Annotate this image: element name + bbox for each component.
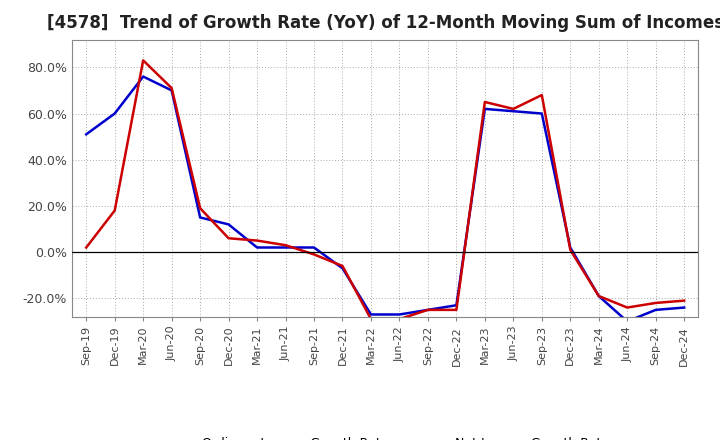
Ordinary Income Growth Rate: [423, 307, 432, 312]
Ordinary Income Growth Rate: [82, 132, 91, 137]
Net Income Growth Rate: [595, 293, 603, 299]
Ordinary Income Growth Rate: [253, 245, 261, 250]
Ordinary Income Growth Rate: [366, 312, 375, 317]
Net Income Growth Rate: [282, 242, 290, 248]
Title: [4578]  Trend of Growth Rate (YoY) of 12-Month Moving Sum of Incomes: [4578] Trend of Growth Rate (YoY) of 12-…: [47, 15, 720, 33]
Net Income Growth Rate: [253, 238, 261, 243]
Net Income Growth Rate: [366, 316, 375, 322]
Net Income Growth Rate: [310, 252, 318, 257]
Ordinary Income Growth Rate: [310, 245, 318, 250]
Line: Net Income Growth Rate: Net Income Growth Rate: [86, 60, 684, 319]
Net Income Growth Rate: [509, 106, 518, 111]
Net Income Growth Rate: [423, 307, 432, 312]
Ordinary Income Growth Rate: [623, 319, 631, 324]
Ordinary Income Growth Rate: [509, 109, 518, 114]
Ordinary Income Growth Rate: [452, 303, 461, 308]
Ordinary Income Growth Rate: [537, 111, 546, 116]
Ordinary Income Growth Rate: [566, 245, 575, 250]
Ordinary Income Growth Rate: [196, 215, 204, 220]
Net Income Growth Rate: [652, 300, 660, 305]
Ordinary Income Growth Rate: [595, 293, 603, 299]
Net Income Growth Rate: [225, 235, 233, 241]
Net Income Growth Rate: [167, 85, 176, 91]
Ordinary Income Growth Rate: [338, 266, 347, 271]
Net Income Growth Rate: [196, 205, 204, 211]
Net Income Growth Rate: [623, 305, 631, 310]
Line: Ordinary Income Growth Rate: Ordinary Income Growth Rate: [86, 77, 684, 321]
Net Income Growth Rate: [452, 307, 461, 312]
Legend: Ordinary Income Growth Rate, Net Income Growth Rate: Ordinary Income Growth Rate, Net Income …: [156, 432, 614, 440]
Ordinary Income Growth Rate: [225, 222, 233, 227]
Ordinary Income Growth Rate: [139, 74, 148, 79]
Ordinary Income Growth Rate: [480, 106, 489, 111]
Net Income Growth Rate: [82, 245, 91, 250]
Ordinary Income Growth Rate: [110, 111, 119, 116]
Net Income Growth Rate: [139, 58, 148, 63]
Ordinary Income Growth Rate: [680, 305, 688, 310]
Net Income Growth Rate: [537, 92, 546, 98]
Ordinary Income Growth Rate: [282, 245, 290, 250]
Ordinary Income Growth Rate: [395, 312, 404, 317]
Net Income Growth Rate: [566, 247, 575, 253]
Ordinary Income Growth Rate: [167, 88, 176, 93]
Net Income Growth Rate: [480, 99, 489, 105]
Net Income Growth Rate: [680, 298, 688, 303]
Net Income Growth Rate: [110, 208, 119, 213]
Net Income Growth Rate: [395, 316, 404, 322]
Net Income Growth Rate: [338, 263, 347, 268]
Ordinary Income Growth Rate: [652, 307, 660, 312]
